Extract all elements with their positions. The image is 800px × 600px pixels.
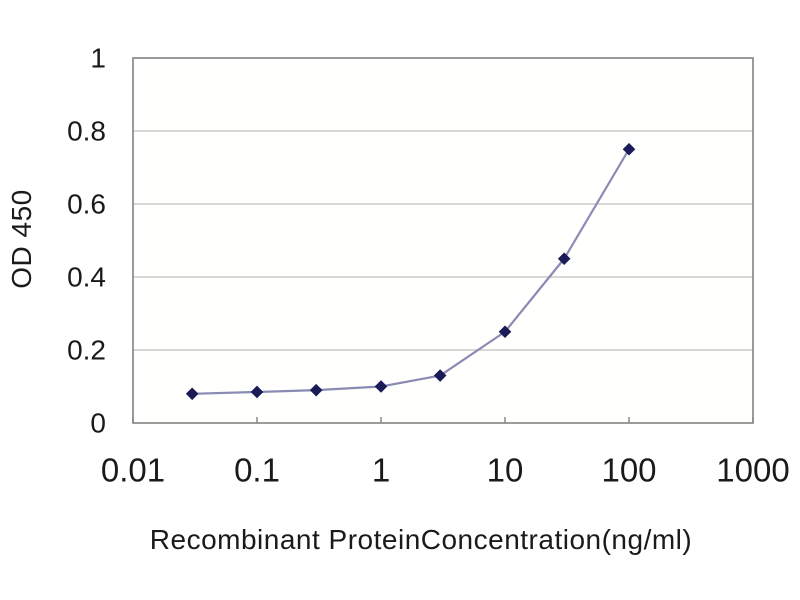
data-point-marker	[622, 142, 636, 156]
data-point-marker	[250, 385, 264, 399]
data-point-marker	[498, 325, 512, 339]
y-tick-label: 0.6	[67, 189, 106, 220]
data-point-marker	[185, 387, 199, 401]
y-tick-label: 0.4	[67, 262, 106, 293]
series-line	[192, 148, 630, 395]
x-tick-label: 1000	[716, 452, 789, 489]
x-tick-label: 100	[601, 452, 656, 489]
x-axis-title: Recombinant ProteinConcentration(ng/ml)	[149, 524, 693, 555]
data-point-marker	[557, 252, 571, 266]
y-axis-title: OD 450	[6, 189, 37, 289]
data-point-marker	[309, 383, 323, 397]
y-tick-label: 0.8	[67, 116, 106, 147]
plot-area	[133, 58, 753, 423]
y-tick-label: 0.2	[67, 335, 106, 366]
plot-border	[132, 57, 754, 424]
x-tick-label: 10	[487, 452, 524, 489]
y-tick-label: 0	[90, 408, 106, 439]
data-point-marker	[433, 369, 447, 382]
data-point-marker	[374, 380, 388, 393]
x-tick-label: 1	[372, 452, 390, 489]
y-tick-label: 1	[90, 43, 106, 74]
x-tick-label: 0.1	[234, 452, 280, 489]
x-tick-label: 0.01	[101, 452, 165, 489]
